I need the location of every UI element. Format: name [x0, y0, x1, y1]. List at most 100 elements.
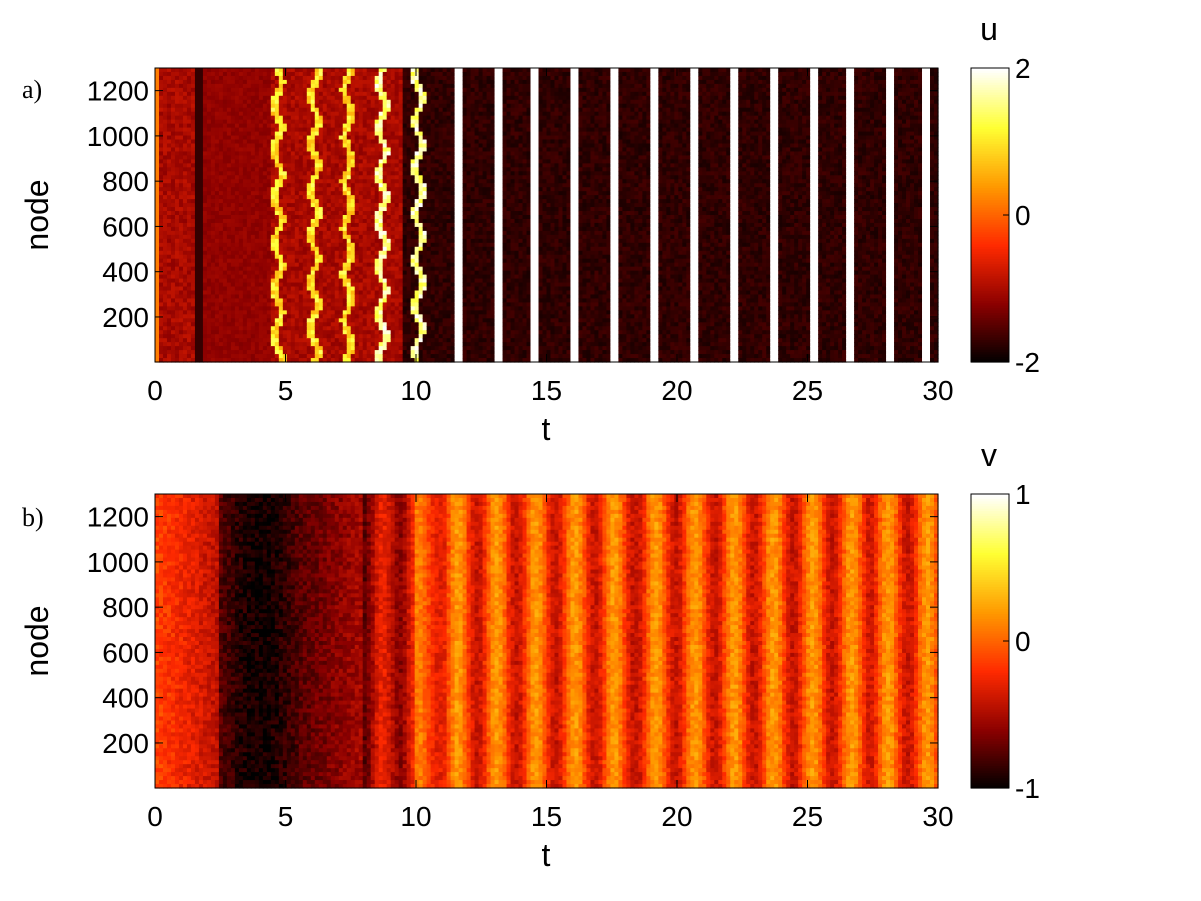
heatmap-cell: [295, 155, 300, 160]
heatmap-cell: [287, 259, 292, 264]
heatmap-cell: [331, 326, 336, 331]
heatmap-cell: [395, 155, 400, 160]
heatmap-cell: [251, 302, 256, 307]
heatmap-cell: [351, 334, 356, 339]
heatmap-cell: [271, 108, 276, 113]
heatmap-cell: [231, 88, 236, 93]
heatmap-cell: [263, 283, 268, 288]
heatmap-cell: [387, 108, 392, 113]
heatmap-cell: [351, 239, 356, 244]
heatmap-cell: [267, 255, 272, 260]
heatmap-cell: [411, 342, 416, 347]
heatmap-cell: [327, 76, 332, 81]
heatmap-cell: [191, 147, 196, 152]
heatmap-cell: [279, 92, 284, 97]
heatmap-cell: [219, 128, 224, 133]
heatmap-cell: [155, 120, 160, 125]
heatmap-cell: [175, 128, 180, 133]
heatmap-cell: [279, 239, 284, 244]
heatmap-cell: [311, 116, 316, 121]
heatmap-cell: [155, 243, 160, 248]
heatmap-cell: [307, 354, 312, 359]
heatmap-cell: [295, 243, 300, 248]
heatmap-cell: [251, 219, 256, 224]
heatmap-cell: [299, 132, 304, 137]
heatmap-cell: [271, 263, 276, 268]
heatmap-cell: [367, 346, 372, 351]
heatmap-cell: [191, 330, 196, 335]
heatmap-cell: [311, 306, 316, 311]
heatmap-cell: [195, 235, 200, 240]
heatmap-cell: [407, 116, 412, 121]
heatmap-cell: [235, 199, 240, 204]
heatmap-cell: [235, 287, 240, 292]
heatmap-cell: [251, 128, 256, 133]
heatmap-cell: [175, 88, 180, 93]
heatmap-cell: [207, 116, 212, 121]
heatmap-cell: [255, 342, 260, 347]
heatmap-cell: [415, 215, 420, 220]
heatmap-cell: [259, 219, 264, 224]
heatmap-cell: [291, 132, 296, 137]
heatmap-cell: [307, 334, 312, 339]
heatmap-cell: [327, 143, 332, 148]
heatmap-cell: [195, 314, 200, 319]
heatmap-cell: [263, 68, 268, 73]
heatmap-cell: [335, 239, 340, 244]
heatmap-cell: [255, 314, 260, 319]
heatmap-cell: [211, 159, 216, 164]
heatmap-cell: [275, 116, 280, 121]
heatmap-cell: [231, 271, 236, 276]
heatmap-cell: [351, 191, 356, 196]
heatmap-cell: [263, 322, 268, 327]
heatmap-cell: [195, 251, 200, 256]
heatmap-cell: [283, 92, 288, 97]
heatmap-cell: [171, 298, 176, 303]
heatmap-cell: [247, 251, 252, 256]
heatmap-cell: [179, 322, 184, 327]
heatmap-cell: [391, 120, 396, 125]
heatmap-cell: [223, 235, 228, 240]
heatmap-cell: [291, 195, 296, 200]
heatmap-cell: [383, 124, 388, 129]
heatmap-cell: [291, 334, 296, 339]
heatmap-cell: [171, 68, 176, 73]
heatmap-cell: [171, 263, 176, 268]
heatmap-cell: [159, 143, 164, 148]
heatmap-cell: [247, 68, 252, 73]
heatmap-cell: [239, 108, 244, 113]
heatmap-cell: [183, 140, 188, 145]
heatmap-cell: [295, 108, 300, 113]
heatmap-cell: [391, 275, 396, 280]
heatmap-cell: [171, 167, 176, 172]
heatmap-cell: [287, 96, 292, 101]
heatmap-cell: [171, 84, 176, 89]
heatmap-cell: [379, 314, 384, 319]
heatmap-cell: [239, 279, 244, 284]
heatmap-cell: [199, 136, 204, 141]
heatmap-cell: [167, 120, 172, 125]
heatmap-cell: [375, 124, 380, 129]
heatmap-cell: [243, 199, 248, 204]
heatmap-cell: [171, 128, 176, 133]
heatmap-cell: [403, 298, 408, 303]
heatmap-cell: [263, 267, 268, 272]
heatmap-cell: [299, 251, 304, 256]
heatmap-cell: [207, 334, 212, 339]
heatmap-cell: [343, 298, 348, 303]
heatmap-cell: [227, 283, 232, 288]
heatmap-cell: [407, 235, 412, 240]
heatmap-cell: [411, 314, 416, 319]
heatmap-cell: [291, 104, 296, 109]
heatmap-cell: [351, 155, 356, 160]
heatmap-cell: [159, 251, 164, 256]
heatmap-cell: [363, 143, 368, 148]
heatmap-cell: [263, 243, 268, 248]
heatmap-cell: [339, 338, 344, 343]
heatmap-cell: [295, 290, 300, 295]
heatmap-cell: [295, 207, 300, 212]
heatmap-cell: [363, 112, 368, 117]
heatmap-cell: [255, 235, 260, 240]
heatmap-cell: [255, 195, 260, 200]
heatmap-cell: [415, 294, 420, 299]
